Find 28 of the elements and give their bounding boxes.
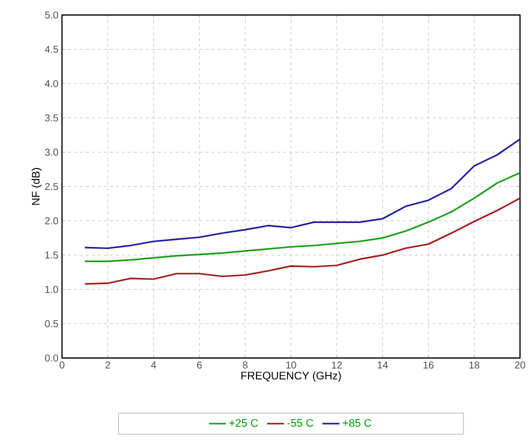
- y-tick-label: 3.0: [45, 148, 58, 156]
- x-tick-label: 16: [424, 362, 434, 369]
- legend-label: -55 C: [287, 419, 314, 427]
- y-axis-title: NF (dB): [32, 168, 42, 205]
- x-tick-label: 2: [106, 362, 110, 368]
- y-tick-label: 1.0: [45, 286, 58, 293]
- y-tick-label: 5.0: [45, 11, 58, 19]
- line-series: [84, 197, 520, 285]
- legend-label: +85 C: [342, 419, 372, 427]
- x-tick-label: 12: [332, 362, 342, 368]
- y-tick-label: 2.5: [45, 182, 58, 190]
- x-tick-label: 10: [286, 362, 296, 369]
- y-tick-label: 2.0: [45, 217, 58, 224]
- y-tick-label: 0.5: [45, 320, 58, 328]
- x-tick-label: 6: [197, 362, 202, 369]
- x-tick-label: 14: [378, 362, 388, 368]
- y-tick-label: 4.0: [44, 80, 58, 88]
- legend-label: +25 C: [229, 419, 258, 427]
- x-tick-label: 20: [514, 362, 526, 369]
- x-axis-title: FREQUENCY (GHz): [241, 371, 341, 382]
- y-tick-label: 0.0: [45, 354, 58, 362]
- y-tick-label: 3.5: [45, 114, 58, 122]
- y-tick-label: 4.5: [44, 46, 58, 53]
- x-tick-label: 18: [469, 362, 480, 369]
- y-tick-label: 1.5: [45, 252, 58, 259]
- x-tick-label: 8: [242, 362, 248, 369]
- x-tick-label: 0: [60, 362, 64, 369]
- x-tick-label: 4: [151, 362, 156, 368]
